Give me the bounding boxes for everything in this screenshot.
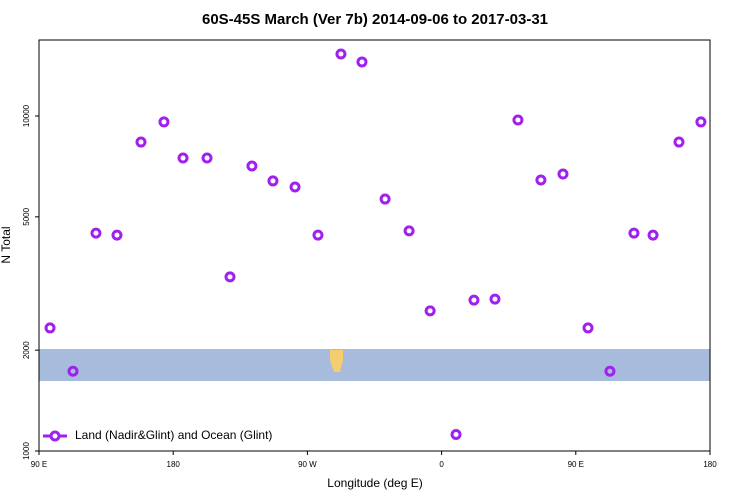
point (379, 193, 391, 205)
plot-frame (38, 39, 711, 452)
point (246, 160, 258, 172)
point (158, 116, 170, 128)
x-tick-label: 90 E (568, 460, 584, 469)
point (468, 294, 480, 306)
x-tick-label: 90 E (31, 460, 47, 469)
land-patch (330, 350, 343, 372)
point (335, 48, 347, 60)
point (44, 322, 56, 334)
point (489, 293, 501, 305)
point (67, 365, 79, 377)
point (450, 429, 462, 441)
point (224, 271, 236, 283)
point (628, 227, 640, 239)
y-tick-label: 5000 (22, 207, 31, 225)
point (201, 152, 213, 164)
point (695, 116, 707, 128)
x-tick-label: 90 W (298, 460, 317, 469)
x-tick-label: 180 (167, 460, 181, 469)
point (604, 365, 616, 377)
y-axis-label: N Total (0, 226, 13, 263)
point (557, 168, 569, 180)
point (647, 229, 659, 241)
point (135, 136, 147, 148)
y-tick-label: 1000 (22, 442, 31, 460)
chart-title: 60S-45S March (Ver 7b) 2014-09-06 to 201… (202, 11, 548, 28)
point (582, 322, 594, 334)
point (512, 114, 524, 126)
legend-label: Land (Nadir&Glint) and Ocean (Glint) (75, 428, 272, 442)
x-axis-label: Longitude (deg E) (327, 476, 422, 490)
point (289, 181, 301, 193)
x-tick-label: 180 (703, 460, 717, 469)
y-tick-label: 2000 (22, 341, 31, 359)
point (673, 136, 685, 148)
point (356, 56, 368, 68)
point (90, 227, 102, 239)
legend-marker (49, 430, 61, 442)
y-tick-label: 10000 (22, 104, 31, 127)
point (535, 174, 547, 186)
point (312, 229, 324, 241)
point (424, 305, 436, 317)
point (403, 225, 415, 237)
point (177, 152, 189, 164)
x-tick-label: 0 (439, 460, 444, 469)
point (111, 229, 123, 241)
point (267, 175, 279, 187)
map-strip (39, 349, 710, 381)
